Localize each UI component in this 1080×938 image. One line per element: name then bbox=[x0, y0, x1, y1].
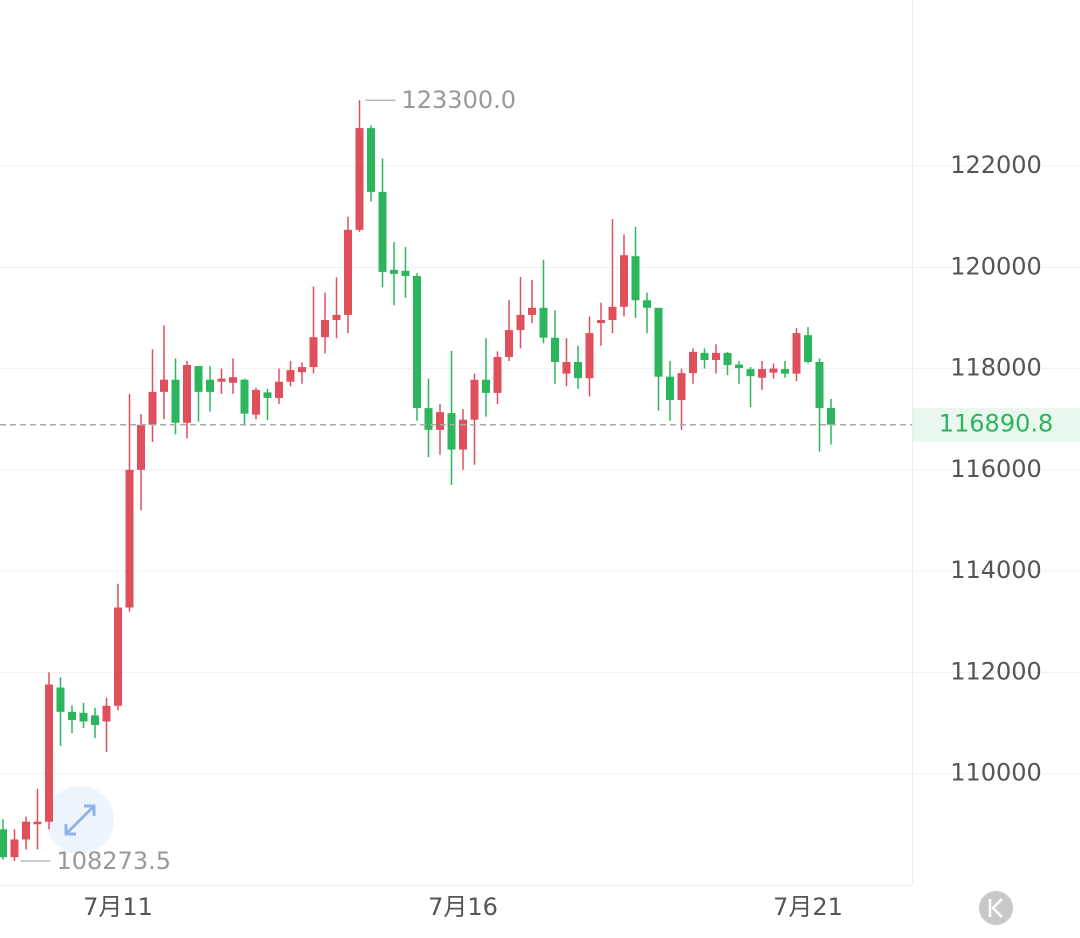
candle-body bbox=[160, 379, 168, 392]
candle-body bbox=[700, 352, 709, 360]
candle-body bbox=[758, 369, 766, 378]
candle-body bbox=[597, 319, 605, 324]
candle-body bbox=[240, 379, 249, 414]
candle-body bbox=[56, 687, 65, 712]
candle-body bbox=[137, 424, 145, 470]
candle-body bbox=[206, 379, 214, 392]
candle-body bbox=[79, 712, 88, 722]
candle-body bbox=[91, 715, 99, 726]
candle-body bbox=[769, 368, 778, 373]
candle-body bbox=[643, 300, 651, 308]
y-tick-label: 118000 bbox=[950, 354, 1042, 382]
candle-body bbox=[321, 319, 329, 338]
last-price-label: 116890.8 bbox=[939, 410, 1054, 438]
candle-body bbox=[355, 128, 364, 230]
candle-body bbox=[45, 684, 53, 822]
y-tick-label: 116000 bbox=[950, 455, 1042, 483]
candle-body bbox=[0, 829, 7, 858]
candle-body bbox=[68, 711, 76, 720]
y-tick-label: 112000 bbox=[950, 657, 1042, 685]
x-tick-label: 7月11 bbox=[83, 893, 153, 921]
candle-body bbox=[620, 255, 628, 307]
candle-body bbox=[401, 270, 410, 276]
candle-body bbox=[666, 376, 674, 400]
candle-body bbox=[424, 408, 433, 430]
kline-button[interactable] bbox=[979, 891, 1013, 925]
candle-body bbox=[735, 364, 743, 369]
candle-body bbox=[114, 607, 122, 706]
candle-body bbox=[792, 333, 801, 374]
candle-body bbox=[505, 330, 513, 357]
y-tick-label: 122000 bbox=[950, 151, 1042, 179]
candle-body bbox=[217, 378, 226, 382]
candle-body bbox=[539, 307, 548, 338]
candle-body bbox=[390, 269, 398, 274]
candle-body bbox=[102, 705, 111, 722]
candle-body bbox=[22, 821, 30, 840]
candle-body bbox=[574, 361, 582, 379]
candle-body bbox=[194, 366, 203, 392]
candle-body bbox=[436, 412, 444, 430]
candle-body bbox=[493, 356, 502, 393]
x-axis-line bbox=[0, 885, 912, 886]
candle-body bbox=[815, 361, 824, 409]
y-tick-label: 114000 bbox=[950, 556, 1042, 584]
candle-body bbox=[252, 389, 260, 415]
candle-body bbox=[528, 307, 536, 315]
candle-body bbox=[309, 337, 318, 368]
candle-body bbox=[827, 408, 835, 425]
candle-body bbox=[677, 373, 686, 400]
candle-body bbox=[631, 256, 640, 301]
candle-body bbox=[654, 307, 663, 377]
candle-body bbox=[585, 333, 594, 379]
candle-body bbox=[562, 361, 571, 374]
candle-body bbox=[723, 352, 732, 366]
candle-body bbox=[551, 337, 559, 362]
extreme-label: 123300.0 bbox=[402, 86, 517, 114]
y-tick-label: 110000 bbox=[950, 759, 1042, 787]
x-tick-label: 7月16 bbox=[428, 893, 498, 921]
candle-body bbox=[516, 314, 525, 331]
candle-body bbox=[10, 839, 19, 858]
kline-icon[interactable] bbox=[988, 898, 1003, 918]
candle-body bbox=[482, 379, 490, 393]
candle-body bbox=[781, 369, 789, 374]
candle-body bbox=[125, 469, 134, 608]
candle-body bbox=[804, 335, 812, 362]
candle-body bbox=[183, 365, 191, 423]
candle-body bbox=[413, 275, 421, 409]
x-tick-label: 7月21 bbox=[773, 893, 843, 921]
candle-body bbox=[332, 314, 341, 320]
candle-body bbox=[367, 128, 375, 192]
candle-body bbox=[148, 391, 157, 425]
kline-bg[interactable] bbox=[979, 891, 1013, 925]
candle-body bbox=[447, 413, 456, 450]
candle-body bbox=[378, 191, 387, 272]
candle-body bbox=[689, 351, 697, 374]
price-axis-divider bbox=[912, 0, 913, 885]
candle-body bbox=[608, 306, 617, 320]
candle-body bbox=[263, 392, 272, 398]
expand-button[interactable] bbox=[46, 786, 114, 854]
candle-body bbox=[171, 379, 180, 423]
candle-body bbox=[344, 229, 352, 315]
plot: 110000 112000 114000 116000 118000 120000 1220… bbox=[0, 86, 1080, 921]
candle-body bbox=[33, 821, 42, 825]
candle-body bbox=[712, 352, 720, 360]
candle-body bbox=[298, 367, 306, 373]
candle-body bbox=[286, 370, 295, 382]
candle-body bbox=[459, 419, 467, 450]
last-price-bg bbox=[913, 407, 1080, 442]
y-tick-label: 120000 bbox=[950, 252, 1042, 280]
candle-body bbox=[275, 381, 283, 398]
candle-body bbox=[746, 369, 755, 377]
candle-body bbox=[470, 379, 479, 420]
extreme-label: 108273.5 bbox=[57, 847, 172, 875]
expand-icon[interactable] bbox=[64, 804, 96, 836]
candle-body bbox=[229, 377, 237, 383]
